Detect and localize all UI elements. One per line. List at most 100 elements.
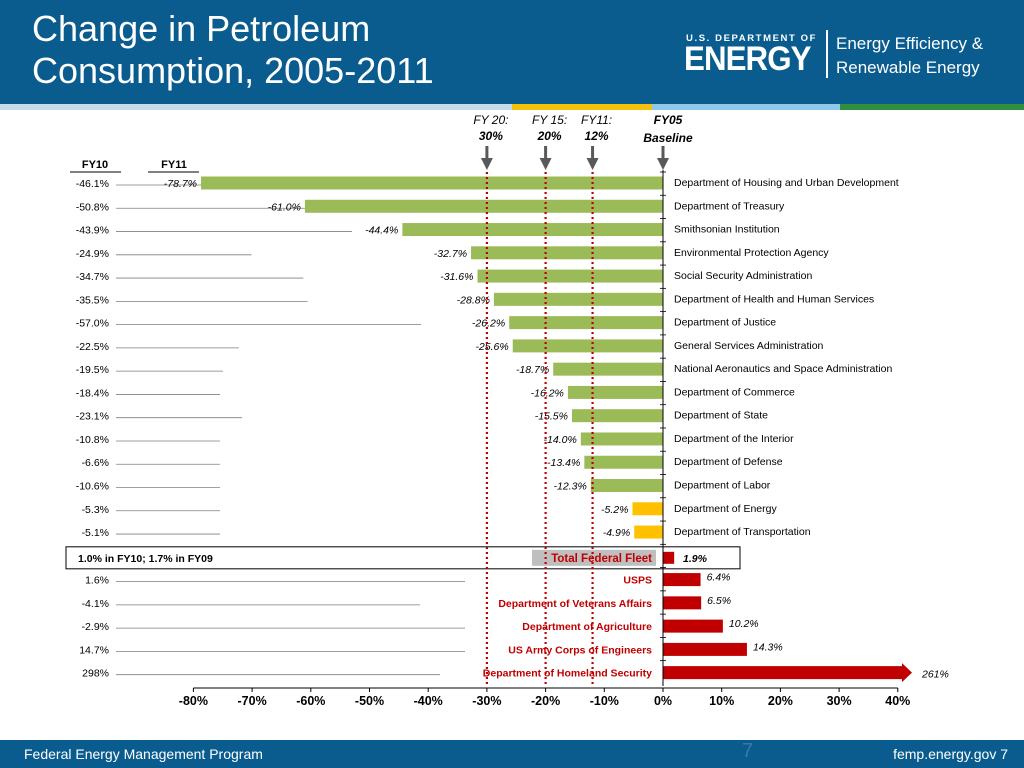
slide-title-line2: Consumption, 2005-2011 [32,50,434,91]
slide-title: Change in Petroleum Consumption, 2005-20… [32,8,592,92]
fy10-value-label: -34.7% [76,271,109,283]
target-marker-value: 12% [585,129,609,143]
agency-name-label: Department of Defense [674,456,783,468]
fy11-value-label: -32.7% [434,248,467,260]
fy10-value-label: -57.0% [76,318,109,330]
fy11-value-label: 14.3% [753,641,783,653]
agency-name-label: Department of Treasury [674,200,785,212]
total-row-box [65,546,741,570]
fy11-value-label: -12.3% [554,481,587,493]
fy10-value-label: -18.4% [76,387,109,399]
fy11-value-label: -15.5% [535,411,568,423]
agency-name-label: Department of Health and Human Services [674,293,874,305]
total-prior-years-note: 1.0% in FY10; 1.7% in FY09 [78,553,213,565]
agency-name-label: Department of Commerce [674,386,795,398]
fy11-value-label: -25.6% [475,341,508,353]
target-arrow-head [480,158,493,170]
fy11-value-label: -31.6% [440,271,473,283]
fy10-value-label: 14.7% [79,644,109,656]
agency-name-label: General Services Administration [674,340,824,352]
fy11-value-label: 6.5% [707,595,731,607]
fy11-bar [632,502,663,516]
fy11-value-label: 6.4% [707,572,731,584]
logo-divider [826,30,828,78]
agency-name-label: National Aeronautics and Space Administr… [674,363,892,375]
agency-name-label: Department of Energy [674,503,777,515]
target-marker-value: 30% [479,129,503,143]
agency-name-label: Department of the Interior [674,433,794,445]
petroleum-change-chart: FY10 FY11 -46.1% -78.7% Department of Housin… [65,113,949,708]
x-axis-tick-label: -60% [296,694,325,708]
x-axis-tick-label: 30% [827,694,852,708]
x-axis-tick-label: 40% [885,694,910,708]
fy10-value-label: -22.5% [76,341,109,353]
target-marker-label: FY 20: [473,113,508,127]
logo-office-line2: Renewable Energy [836,58,980,77]
agency-name-label: Environmental Protection Agency [674,247,829,259]
target-marker-label: FY11: [581,113,612,127]
agency-name-label: Department of Agriculture [522,621,652,633]
x-axis-tick-label: 20% [768,694,793,708]
x-axis-tick-label: -50% [355,694,384,708]
fy10-value-label: -24.9% [76,248,109,260]
fy11-bar [572,409,663,423]
fy10-value-label: -19.5% [76,364,109,376]
agency-name-label: Department of Justice [674,317,776,329]
agency-name-label: Department of State [674,410,768,422]
fy10-value-label: -10.6% [76,481,109,493]
fy11-bar [567,385,663,399]
fy10-value-label: -46.1% [76,178,109,190]
fy10-value-label: -5.1% [82,527,109,539]
fy11-value-label: -14.0% [544,434,577,446]
logo-office-name: Energy Efficiency & Renewable Energy [836,32,1016,80]
fy11-bar [477,269,663,283]
agency-name-label: Smithsonian Institution [674,224,780,236]
baseline-marker-label: FY05 [654,113,683,127]
agency-name-label: Department of Housing and Urban Developm… [674,177,899,189]
logo-department-text: U.S. DEPARTMENT OF [686,33,818,44]
slide-footer: Federal Energy Management Program femp.e… [0,740,1024,768]
fy10-value-label: -6.6% [82,457,109,469]
fy11-bar [493,292,663,306]
fy10-value-label: -5.3% [82,504,109,516]
total-label-background [532,549,656,566]
agency-name-label: US Army Corps of Engineers [508,644,652,656]
fy11-bar [663,596,702,610]
fy11-value-label: -4.9% [603,527,630,539]
total-fleet-value-label: 1.9% [683,553,708,565]
fy11-value-label: -16.2% [531,387,564,399]
fy10-value-label: 298% [82,668,109,680]
agency-name-label: Department of Labor [674,480,771,492]
header-stripe-1 [0,104,512,110]
fy11-value-label: -18.7% [516,364,549,376]
fy11-bar [663,619,723,633]
target-arrow-head [586,158,599,170]
fy11-value-label: -13.4% [547,457,580,469]
fy10-column-header: FY10 [82,159,108,171]
fy11-bar [663,642,747,656]
agency-name-label: Social Security Administration [674,270,812,282]
fy10-value-label: -4.1% [82,598,109,610]
fy11-bar [512,339,663,353]
fy11-bar [580,432,663,446]
fy11-bar [634,525,663,539]
agency-name-label: USPS [623,575,652,587]
target-marker-value: 20% [537,129,562,143]
x-axis-tick-label: -30% [472,694,501,708]
fy11-value-label: 261% [921,669,949,681]
fy11-value-label: -44.4% [365,225,398,237]
x-axis-tick-label: 10% [709,694,734,708]
fy11-bar [663,573,701,587]
baseline-marker-value: Baseline [643,131,693,145]
header-stripe-3 [652,104,840,110]
agency-name-label: Department of Transportation [674,526,811,538]
footer-site-and-page: femp.energy.gov 7 [893,746,1008,762]
fy11-value-label: -61.0% [268,201,301,213]
fy10-value-label: -2.9% [82,621,109,633]
fy11-bar [553,362,663,376]
fy11-bar [509,316,663,330]
agency-name-label: Department of Homeland Security [483,668,652,680]
target-arrow-head [539,158,552,170]
fy11-bar [590,479,663,493]
logo-energy-wordmark: ENERGY [684,40,812,78]
